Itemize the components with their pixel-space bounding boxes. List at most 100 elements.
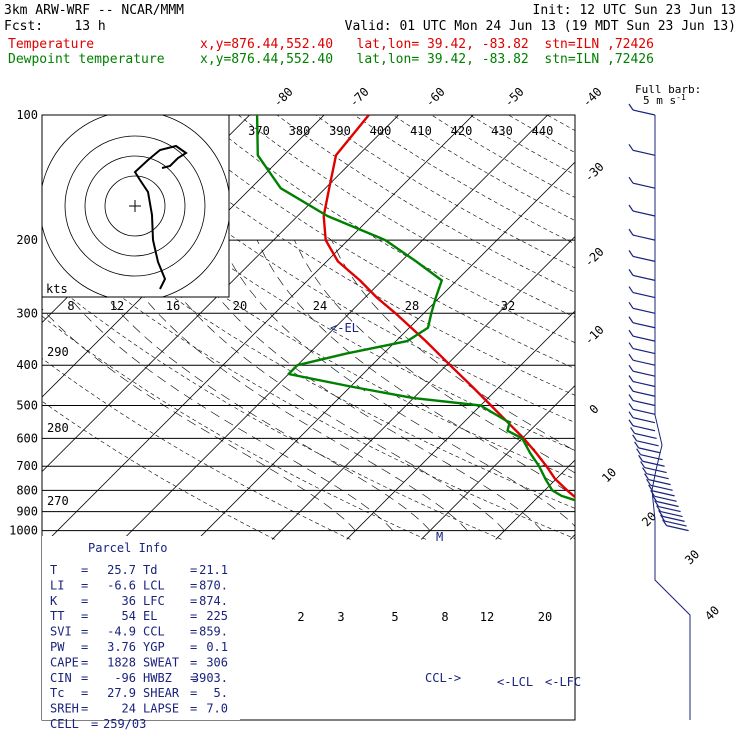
parcel-param-value: 3.76 [107, 640, 136, 654]
dry-adiabat [42, 357, 351, 540]
isotherm-label: 0 [587, 402, 602, 417]
parcel-info-panel: Parcel Info T = 25.7 Td = 21.1LI = -6.6 LCL = 870.… [42, 536, 240, 731]
wind-barb-flag [644, 473, 650, 480]
isotherm-line [42, 115, 400, 473]
parcel-equals: = [81, 686, 88, 700]
hodograph-ring [84, 155, 186, 257]
theta-label-left: 290 [47, 345, 69, 359]
pressure-label: 400 [16, 358, 38, 372]
parcel-equals: = [91, 717, 98, 731]
isotherm-line [645, 96, 740, 539]
hodograph-trace [133, 144, 188, 290]
wind-barb [632, 109, 656, 116]
hodograph-ring [64, 135, 206, 277]
wind-barb-flag [660, 514, 666, 522]
lfc-marker: <-LFC [545, 675, 581, 689]
wind-barb-flag [628, 269, 634, 276]
wind-barb [652, 490, 675, 497]
parcel-param-value: 24 [122, 702, 136, 716]
parcel-info-title: Parcel Info [88, 541, 167, 555]
parcel-param-value: 859. [199, 625, 228, 639]
dry-adiabat [238, 115, 575, 318]
ccl-marker: CCL-> [425, 671, 461, 685]
wind-barb [632, 390, 656, 397]
wind-barb [634, 432, 657, 439]
pressure-label: 500 [16, 399, 38, 413]
wind-barb-flag [646, 479, 652, 486]
wind-barb [632, 370, 656, 377]
parcel-param-value: 21.1 [199, 563, 228, 577]
dewpoint-legend-label: Dewpoint temperature [8, 52, 165, 67]
wind-barb [632, 292, 656, 299]
dry-adiabat [199, 115, 575, 344]
wind-barb [632, 274, 656, 281]
mixing-ratio-label: 24 [313, 299, 327, 313]
parcel-equals: = [81, 609, 88, 623]
dry-adiabat [42, 315, 427, 540]
pressure-label: 100 [16, 108, 38, 122]
wind-barb-flag [628, 342, 634, 349]
pressure-label: 600 [16, 431, 38, 445]
parcel-param-value: 7.0 [206, 702, 228, 716]
wind-barb [642, 460, 665, 467]
isotherm-label: -30 [582, 160, 607, 185]
parcel-param-name: PW [50, 640, 65, 654]
parcel-param-name: Tc [50, 686, 64, 700]
parcel-param-value: 870. [199, 578, 228, 592]
wind-barb-flag [628, 419, 634, 427]
pressure-label: 700 [16, 459, 38, 473]
wind-barb-flag [628, 353, 634, 361]
parcel-info-row: CAPE = 1828 SWEAT = 306 [50, 655, 228, 669]
wind-barb-flag [658, 510, 664, 517]
parcel-param-name: LI [50, 578, 64, 592]
parcel-param-value: 0.1 [206, 640, 228, 654]
isotherm-line [271, 236, 575, 540]
wind-barb [632, 210, 656, 217]
wind-barb-flag [630, 427, 636, 434]
parcel-param-value: 225 [206, 609, 228, 623]
parcel-param-value: 36 [122, 594, 136, 608]
parcel-param-name: CIN [50, 671, 72, 685]
isotherm-label: -10 [582, 323, 607, 348]
isotherm-label: 30 [682, 547, 702, 567]
mixing-ratio-label: 8 [67, 299, 74, 313]
theta-label: 400 [370, 124, 392, 138]
parcel-equals: = [81, 563, 88, 577]
parcel-equals: = [81, 640, 88, 654]
isotherm-line [346, 310, 575, 540]
wind-barb [660, 510, 683, 518]
parcel-param-name: LFC [143, 594, 165, 608]
wind-barb-legend-title: Full barb: [635, 83, 701, 96]
isotherm-line [122, 115, 549, 540]
wind-barb [632, 347, 656, 355]
isotherm-line [495, 459, 575, 540]
wind-barb-flag [642, 467, 648, 475]
parcel-param-name: SVI [50, 625, 72, 639]
wind-barb [632, 425, 656, 432]
isotherm-label: 10 [599, 465, 619, 485]
mixing-ratio-label: 12 [480, 610, 494, 624]
dry-adiabat [122, 115, 575, 396]
wind-barb-flag [628, 204, 634, 212]
wind-barb [650, 484, 673, 491]
parcel-equals: = [190, 640, 197, 654]
sounding-series [255, 115, 575, 502]
isotherm-label: -60 [423, 85, 448, 110]
hodograph-units-label: kts [46, 282, 68, 296]
pressure-label: 800 [16, 483, 38, 497]
parcel-equals: = [190, 563, 197, 577]
wind-barb-flag [628, 176, 634, 184]
parcel-param-value: 306 [206, 655, 228, 669]
theta-label: 420 [451, 124, 473, 138]
wind-barb [632, 408, 656, 415]
dry-adiabat [315, 115, 575, 269]
wind-barb-flag [632, 434, 638, 442]
wind-barb-flag [628, 301, 634, 309]
mixing-ratio-label: 28 [405, 299, 419, 313]
parcel-info-row: SREH = 24 LAPSE = 7.0 [50, 702, 228, 716]
wind-barb [662, 515, 685, 522]
wind-barb-flag [652, 495, 658, 502]
theta-label: 430 [491, 124, 513, 138]
wind-barb-flag [628, 286, 634, 293]
parcel-equals: = [190, 671, 197, 685]
